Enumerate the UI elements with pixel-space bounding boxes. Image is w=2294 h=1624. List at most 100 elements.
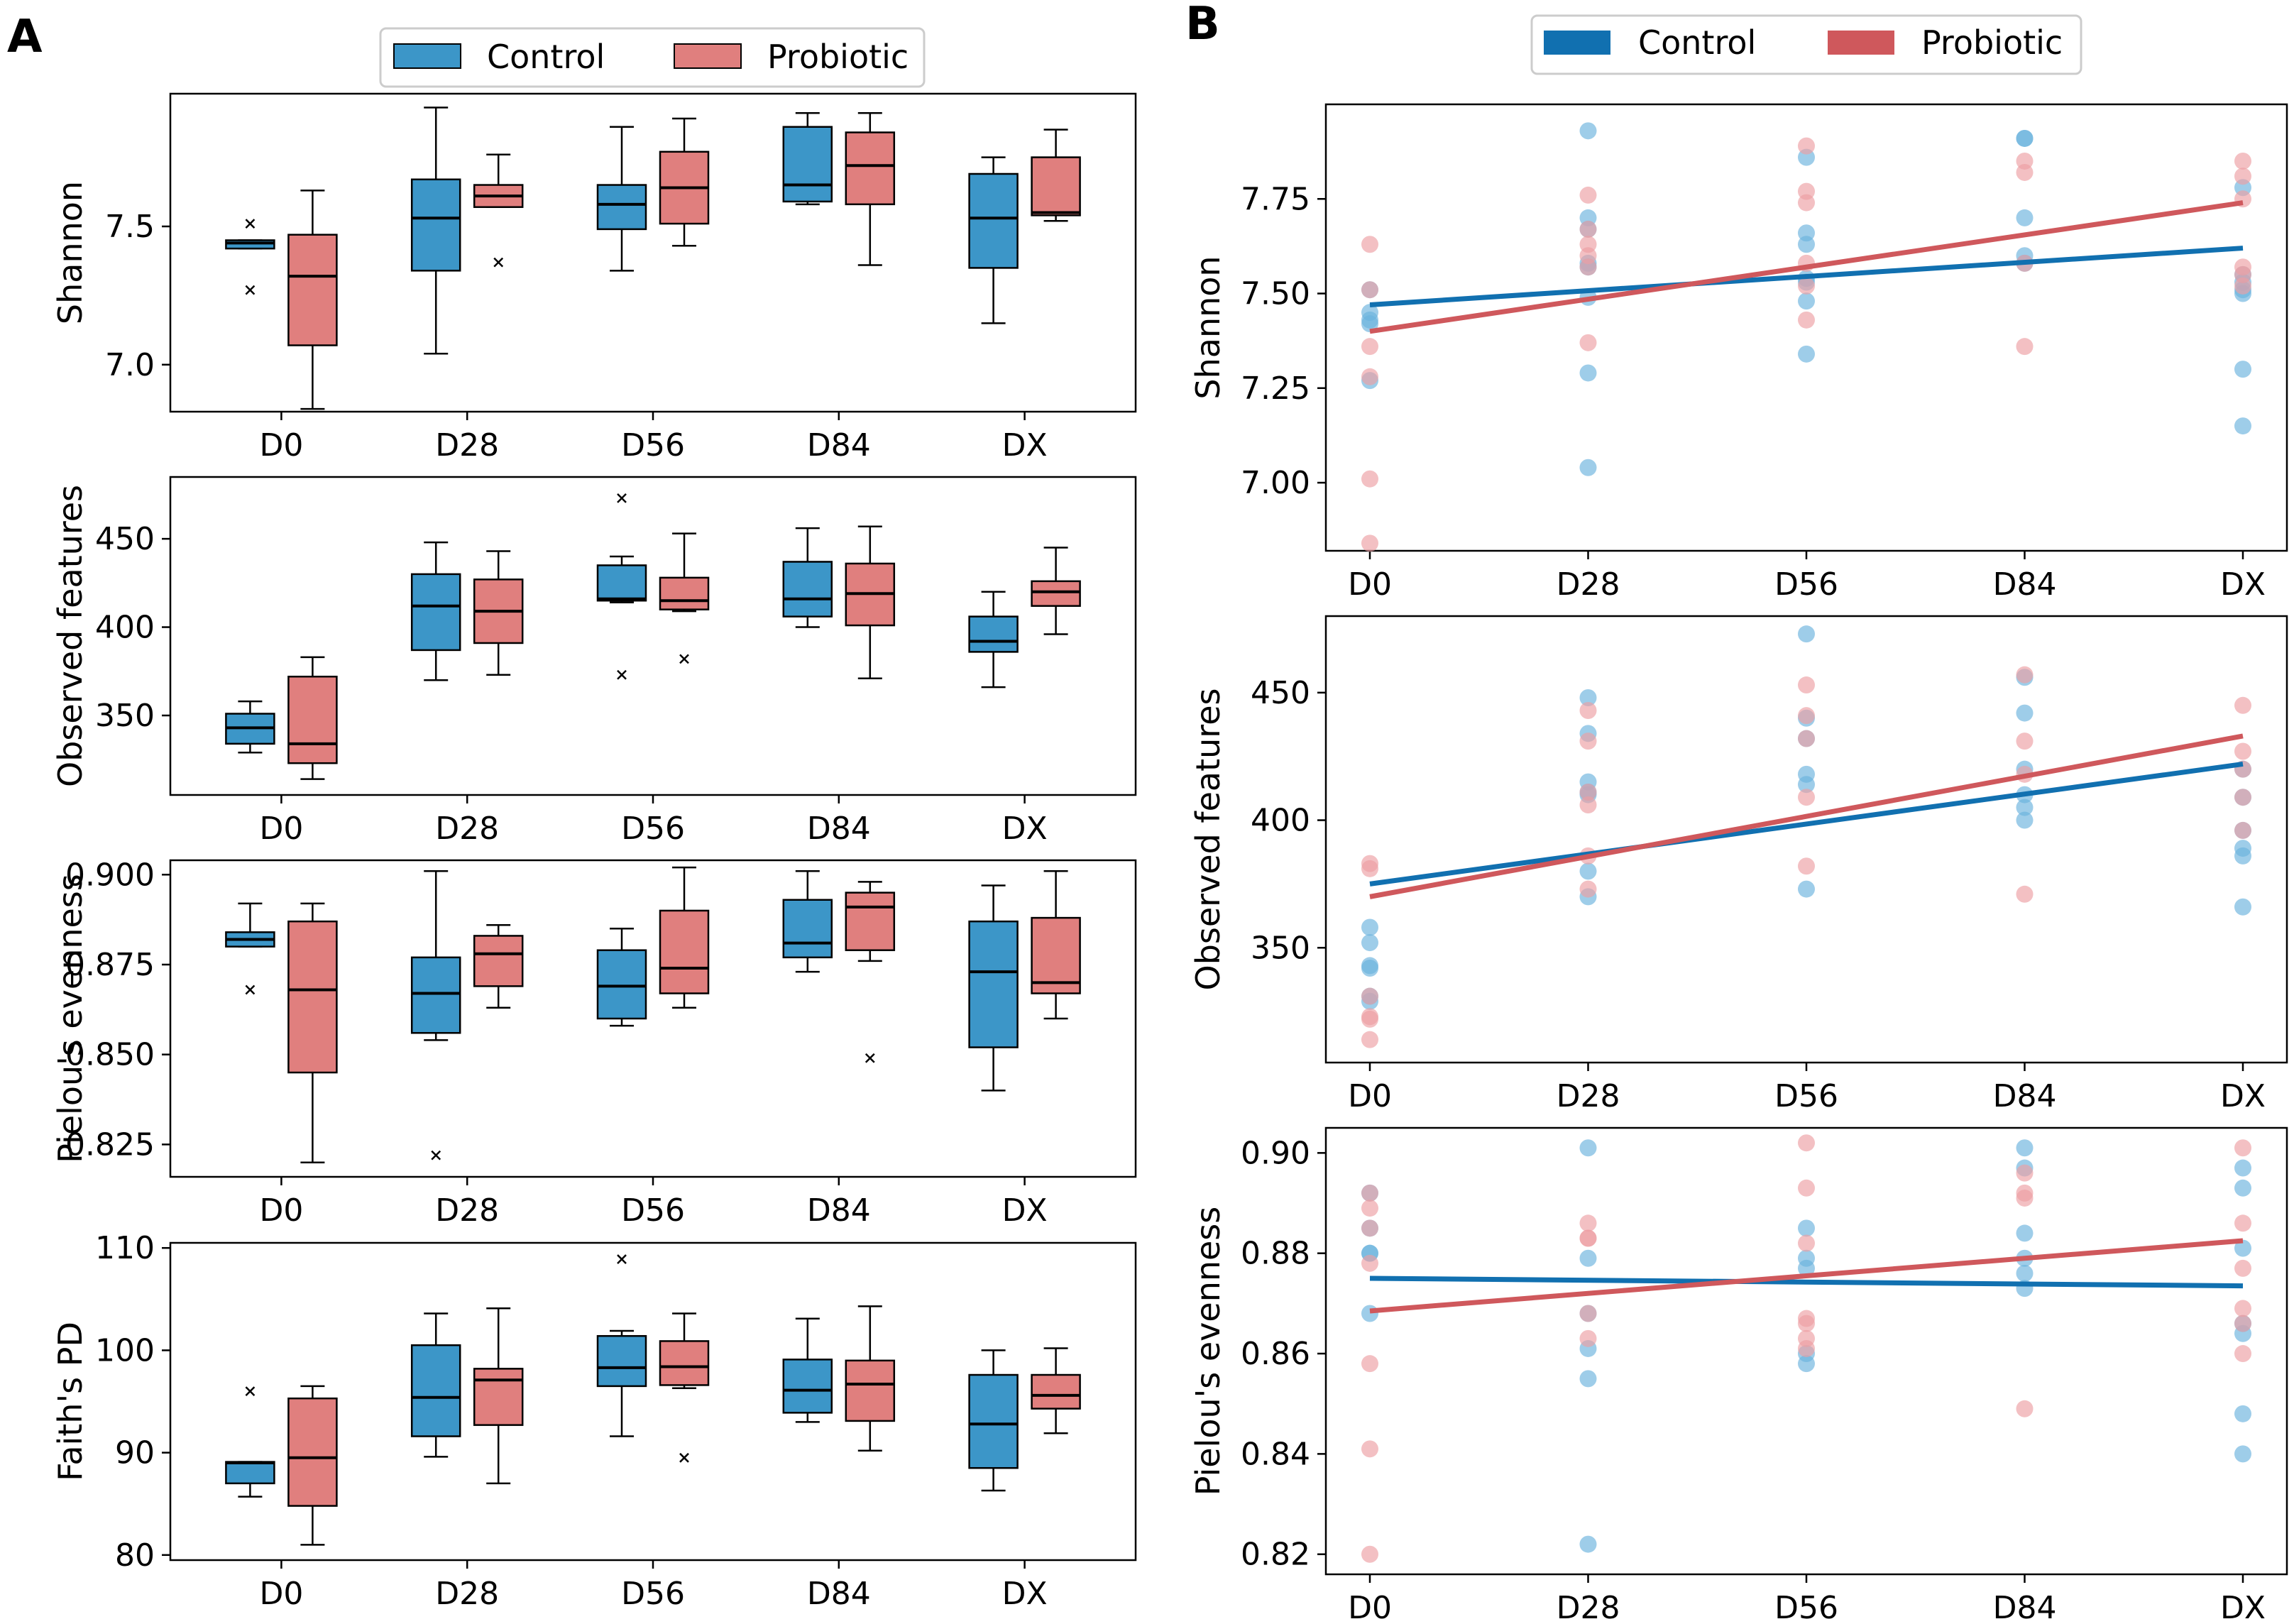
scatter-pielou-evenness-point-probiotic [1579,1229,1597,1247]
scatter-shannon-ytick-label: 7.00 [1241,465,1310,501]
legend-panel-b: Control Probiotic [1530,14,2082,75]
boxplot-observed-features-outlier-control [617,669,627,680]
scatter-shannon-point-control [1798,292,1815,310]
boxplot-pielou-evenness-ytick-label: 0.850 [65,1037,155,1073]
scatter-pielou-evenness-ytick-label: 0.88 [1241,1236,1310,1272]
legend-swatch-control [393,43,461,69]
scatter-observed-features-point-probiotic [2234,821,2251,839]
scatter-shannon-point-control [2234,417,2251,435]
scatter-shannon-point-probiotic [1361,368,1378,385]
boxplot-pielou-evenness-ylabel: Pielou's evenness [51,874,89,1163]
scatter-pielou-evenness-point-probiotic [2016,1400,2034,1417]
scatter-shannon-point-control [1579,459,1597,476]
scatter-pielou-evenness-point-probiotic [1361,1254,1378,1272]
scatter-pielou-evenness-point-control [2234,1159,2251,1177]
boxplot-observed-features-xtick-label: D28 [435,811,499,847]
scatter-observed-features-point-probiotic [2016,885,2034,903]
boxplot-pielou-evenness-ytick-label: 0.875 [65,947,155,983]
boxplot-pielou-evenness-outlier-probiotic [865,1053,875,1063]
boxplot-pielou-evenness-outlier-control [431,1150,441,1161]
boxplot-faith-pd-box-control-dx [968,1373,1019,1469]
scatter-pielou-evenness-point-probiotic [2234,1315,2251,1332]
scatter-shannon-point-control [1798,236,1815,253]
boxplot-shannon-xtick-label: D28 [435,427,499,463]
boxplot-pielou-evenness-box-control-d56 [596,949,647,1020]
scatter-observed-features: 350 400 450 D0 D28 D56 D84 DX Observed features [1189,615,2288,1114]
boxplot-faith-pd-xtick-label: D28 [435,1576,499,1612]
boxplot-pielou-evenness-box-control-d28 [410,956,461,1034]
scatter-pielou-evenness-point-probiotic [2234,1345,2251,1363]
scatter-pielou-evenness: 0.82 0.84 0.86 0.88 0.90 D0 D28 D56 D84 DX Pielou'… [1189,1126,2288,1624]
boxplot-faith-pd-xtick-label: D84 [807,1576,871,1612]
boxplot-shannon-box-probiotic-dx [1031,156,1081,216]
scatter-pielou-evenness-point-probiotic [1579,1305,1597,1322]
scatter-shannon-point-control [2234,361,2251,378]
boxplot-observed-features-box-control-d84 [782,561,833,618]
legend-label-control: Control [487,38,605,76]
scatter-pielou-evenness-point-probiotic [1798,1134,1815,1152]
scatter-shannon-trend-control [1369,246,2244,308]
boxplot-observed-features-xtick-label: D56 [621,811,685,847]
boxplot-shannon-box-control-d84 [782,126,833,203]
scatter-observed-features-point-control [2234,898,2251,916]
scatter-shannon-point-control [1579,122,1597,140]
scatter-observed-features-point-control [2016,811,2034,829]
scatter-shannon-point-probiotic [1579,334,1597,351]
scatter-shannon-xtick-label: D0 [1348,566,1392,603]
scatter-pielou-evenness-point-control [2234,1179,2251,1197]
scatter-shannon-point-probiotic [1361,236,1378,253]
scatter-observed-features-point-probiotic [1798,707,1815,725]
scatter-shannon-xtick-label: D56 [1774,566,1838,603]
boxplot-observed-features-xtick-label: D84 [807,811,871,847]
scatter-pielou-evenness-point-probiotic [2016,1164,2034,1182]
scatter-shannon-point-control [2016,129,2034,147]
legend-label-control-b: Control [1638,23,1756,62]
boxplot-observed-features-box-control-d28 [410,573,461,652]
scatter-shannon-point-probiotic [1798,311,1815,329]
legend-label-probiotic-b: Probiotic [1921,23,2063,62]
scatter-observed-features-point-control [1579,689,1597,707]
boxplot-shannon-xtick-label: DX [1002,427,1048,463]
boxplot-observed-features-ytick-label: 400 [95,610,155,646]
scatter-observed-features-ytick-label: 400 [1251,803,1310,839]
legend-label-probiotic: Probiotic [767,38,909,76]
boxplot-shannon-xtick-label: D0 [259,427,303,463]
scatter-observed-features-point-probiotic [1579,733,1597,750]
scatter-observed-features-point-probiotic [2234,742,2251,760]
boxplot-pielou-evenness-box-control-d84 [782,899,833,959]
boxplot-faith-pd-box-probiotic-dx [1031,1373,1081,1410]
scatter-observed-features-point-probiotic [2016,733,2034,750]
scatter-shannon-xtick-label: DX [2220,566,2266,603]
scatter-shannon-point-probiotic [1798,137,1815,155]
boxplot-faith-pd-ytick-label: 90 [115,1435,155,1471]
scatter-observed-features-point-control [2234,847,2251,865]
scatter-observed-features-trend-probiotic [1369,733,2244,899]
boxplot-observed-features: 350 400 450 D0 D28 D56 D84 DX Observed features [51,476,1137,847]
scatter-observed-features-point-control [1798,625,1815,643]
boxplot-faith-pd-outlier-control [617,1254,627,1264]
scatter-observed-features-ytick-label: 450 [1251,675,1310,711]
boxplot-pielou-evenness-ytick-label: 0.900 [65,857,155,893]
scatter-pielou-evenness-ytick-label: 0.82 [1241,1537,1310,1573]
boxplot-observed-features-xtick-label: D0 [259,811,303,847]
boxplot-observed-features-outlier-control [617,493,627,503]
scatter-shannon: 7.00 7.25 7.50 7.75 D0 D28 D56 D84 DX Shannon [1189,103,2288,603]
scatter-observed-features-point-control [1579,862,1597,880]
boxplot-pielou-evenness: 0.825 0.850 0.875 0.900 D0 D28 D56 D84 DX Pielou'… [51,857,1137,1229]
scatter-observed-features-point-probiotic [1579,796,1597,813]
scatter-observed-features-point-probiotic [1798,730,1815,747]
boxplot-faith-pd-ytick-label: 100 [95,1332,155,1368]
boxplot-observed-features-xtick-label: DX [1002,811,1048,847]
legend-swatch-control-line [1544,31,1610,55]
scatter-observed-features-ytick-label: 350 [1251,930,1310,966]
boxplot-pielou-evenness-xtick-label: D84 [807,1192,871,1229]
boxplot-pielou-evenness-xtick-label: D56 [621,1192,685,1229]
scatter-pielou-evenness-xtick-label: D28 [1557,1590,1620,1624]
scatter-shannon-point-probiotic [1361,470,1378,488]
scatter-observed-features-trend-control [1369,762,2244,887]
scatter-shannon-point-control [1798,345,1815,363]
boxplot-pielou-evenness-xtick-label: D0 [259,1192,303,1229]
scatter-observed-features-point-probiotic [1579,784,1597,801]
boxplot-faith-pd-outlier-control [245,1386,256,1396]
scatter-pielou-evenness-xtick-label: D0 [1348,1590,1392,1624]
